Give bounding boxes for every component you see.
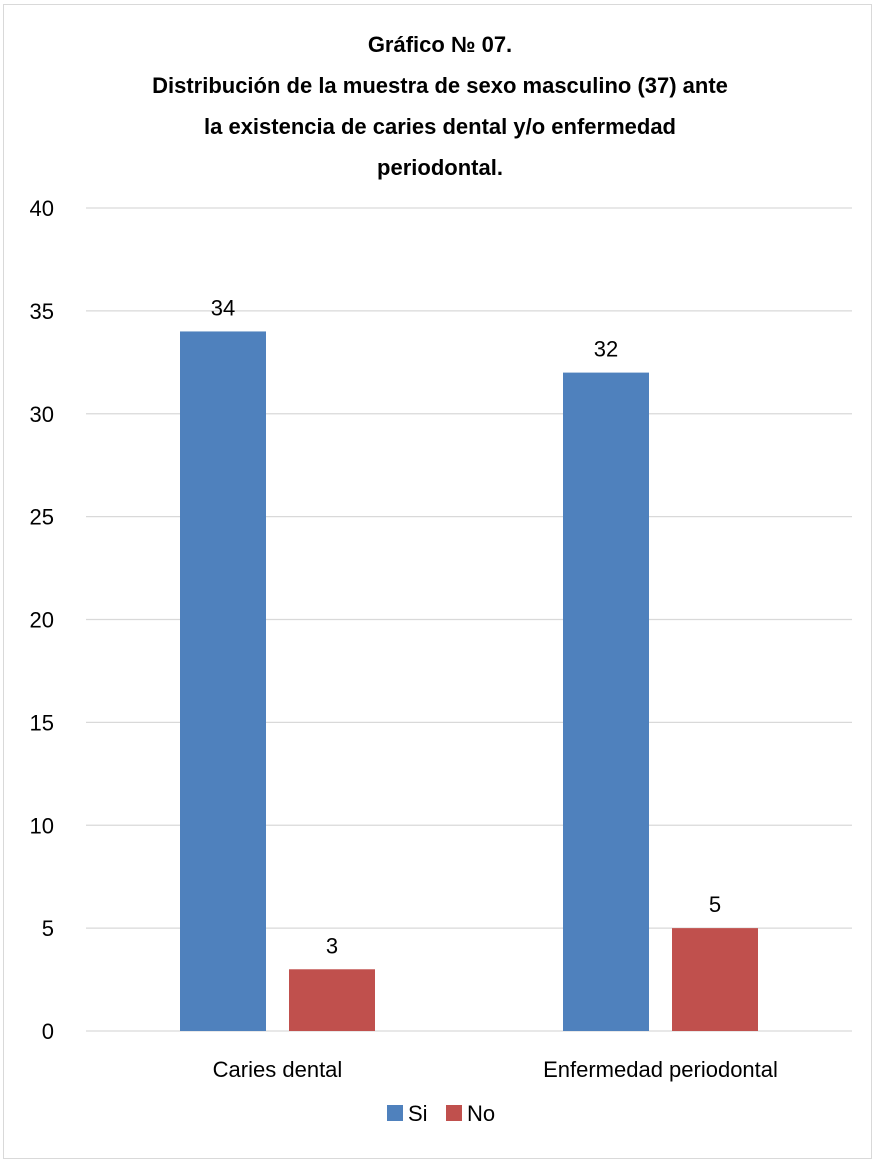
legend: Si No — [387, 1101, 495, 1126]
y-tick-label: 40 — [30, 196, 54, 221]
legend-swatch — [446, 1105, 462, 1121]
y-tick-label: 20 — [30, 608, 54, 633]
chart-title-line: Distribución de la muestra de sexo mascu… — [152, 73, 728, 98]
y-tick-label: 10 — [30, 813, 54, 838]
y-tick-label: 35 — [30, 299, 54, 324]
legend-label: No — [467, 1101, 495, 1126]
chart-title-line: periodontal. — [377, 155, 503, 180]
x-axis-categories: Caries dental Enfermedad periodontal — [213, 1057, 778, 1082]
data-label: 32 — [594, 337, 618, 362]
data-label: 3 — [326, 933, 338, 958]
legend-swatch — [387, 1105, 403, 1121]
y-tick-label: 5 — [42, 916, 54, 941]
data-labels: 34 3 32 5 — [211, 295, 721, 958]
y-axis-ticks: 0 5 10 15 20 25 30 35 40 — [30, 196, 54, 1044]
chart-title-line: la existencia de caries dental y/o enfer… — [204, 114, 676, 139]
bars — [180, 331, 758, 1032]
bar — [672, 928, 758, 1031]
chart-title: Gráfico № 07. Distribución de la muestra… — [152, 32, 728, 180]
legend-label: Si — [408, 1101, 428, 1126]
chart-title-line: Gráfico № 07. — [368, 32, 512, 57]
x-category-label: Caries dental — [213, 1057, 343, 1082]
bar — [563, 372, 649, 1032]
bar — [289, 969, 375, 1031]
y-tick-label: 0 — [42, 1019, 54, 1044]
data-label: 34 — [211, 295, 235, 320]
y-tick-label: 25 — [30, 505, 54, 530]
y-tick-label: 15 — [30, 710, 54, 735]
x-category-label: Enfermedad periodontal — [543, 1057, 778, 1082]
bar — [180, 331, 266, 1031]
y-tick-label: 30 — [30, 402, 54, 427]
data-label: 5 — [709, 892, 721, 917]
